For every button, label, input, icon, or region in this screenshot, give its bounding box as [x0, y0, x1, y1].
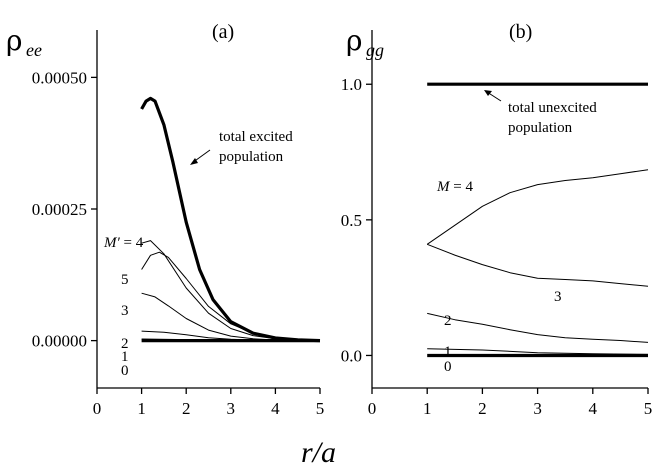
panel-b-ylabel-sub: gg [366, 40, 384, 60]
panel-b-x-tick-label: 1 [423, 399, 432, 418]
panel-b-ylabel-rho: ρ [346, 24, 362, 57]
panel-a-total-label-line2: population [219, 149, 284, 165]
panel-b-y-tick-label: 1.0 [341, 75, 362, 94]
panel-a-y-tick-label: 0.00000 [32, 332, 87, 351]
panel-b-label: (b) [509, 21, 532, 43]
panel-a-x-tick-label: 2 [182, 399, 191, 418]
panel-b-x-tick-label: 5 [644, 399, 653, 418]
panel-b-axes: 0 1 2 3 4 50.00.51.0 [341, 30, 653, 418]
panel-a-x-tick-label: 4 [271, 399, 280, 418]
panel-a-label-5: 5 [121, 272, 129, 288]
panel-a-m-eq: = 4 [120, 235, 144, 251]
panel-b-y-tick-label: 0.0 [341, 346, 362, 365]
panel-b-x-tick-label: 4 [589, 399, 598, 418]
panel-b-label-3: 3 [554, 289, 562, 305]
panel-b-series [426, 82, 649, 358]
panel-a-series [140, 96, 321, 343]
panel-b-series-2 [427, 312, 649, 343]
panel-a-label-3: 3 [121, 303, 129, 319]
panel-b-annotations: total unexcited population M = 4 3 2 1 0 [436, 90, 597, 375]
panel-a-label-2: 2 [121, 336, 129, 352]
panel-b-series-4 [426, 169, 649, 245]
panel-a-y-tick-label: 0.00025 [32, 200, 87, 219]
panel-b-x-tick-label: 0 [368, 399, 377, 418]
panel-a-m-label: M′ = 4 [103, 235, 144, 251]
panel-a-y-tick-label: 0.00050 [32, 68, 87, 87]
panel-b: ρ gg (b) 0 1 2 3 4 50.00.51.0 total unexcited… [341, 21, 653, 418]
panel-b-total-label-line1: total unexcited [508, 100, 597, 116]
panel-a-total-label-line1: total excited [219, 129, 293, 145]
panel-b-y-tick-label: 0.5 [341, 211, 362, 230]
panel-a-label: (a) [212, 21, 234, 43]
panel-a-label-1: 1 [121, 349, 129, 365]
panel-b-m-label: M = 4 [436, 179, 473, 195]
panel-a-x-tick-label: 5 [316, 399, 325, 418]
panel-b-label-2: 2 [444, 313, 452, 329]
panel-a-label-0: 0 [121, 363, 129, 379]
panel-a-series-3 [141, 292, 321, 342]
panel-a-x-tick-label: 0 [93, 399, 102, 418]
panel-b-m-symbol: M [436, 179, 451, 195]
x-axis-label: r/a [301, 436, 336, 469]
panel-a-x-tick-label: 3 [227, 399, 236, 418]
panel-b-label-1: 1 [444, 344, 452, 360]
panel-b-total-arrow-head [484, 90, 492, 96]
panel-a-series-5 [141, 251, 321, 342]
panel-b-total-label-line2: population [508, 120, 573, 136]
panel-a-ylabel-rho: ρ [6, 24, 22, 57]
panel-a-annotations: total excited population M′ = 4 5 3 2 1 … [103, 129, 293, 379]
panel-a-m-symbol: M′ [103, 235, 120, 251]
panel-a-ylabel-sub: ee [26, 40, 42, 60]
panel-b-series-1 [427, 348, 649, 355]
panel-b-x-tick-label: 2 [478, 399, 487, 418]
panel-b-x-tick-label: 3 [533, 399, 542, 418]
panel-b-label-0: 0 [444, 359, 452, 375]
panel-a-x-tick-label: 1 [137, 399, 146, 418]
panel-a-series-4 [141, 240, 321, 342]
panel-b-series-3 [427, 243, 649, 287]
panel-b-m-eq: = 4 [450, 179, 474, 195]
panel-a-total-arrow-head [190, 158, 198, 165]
